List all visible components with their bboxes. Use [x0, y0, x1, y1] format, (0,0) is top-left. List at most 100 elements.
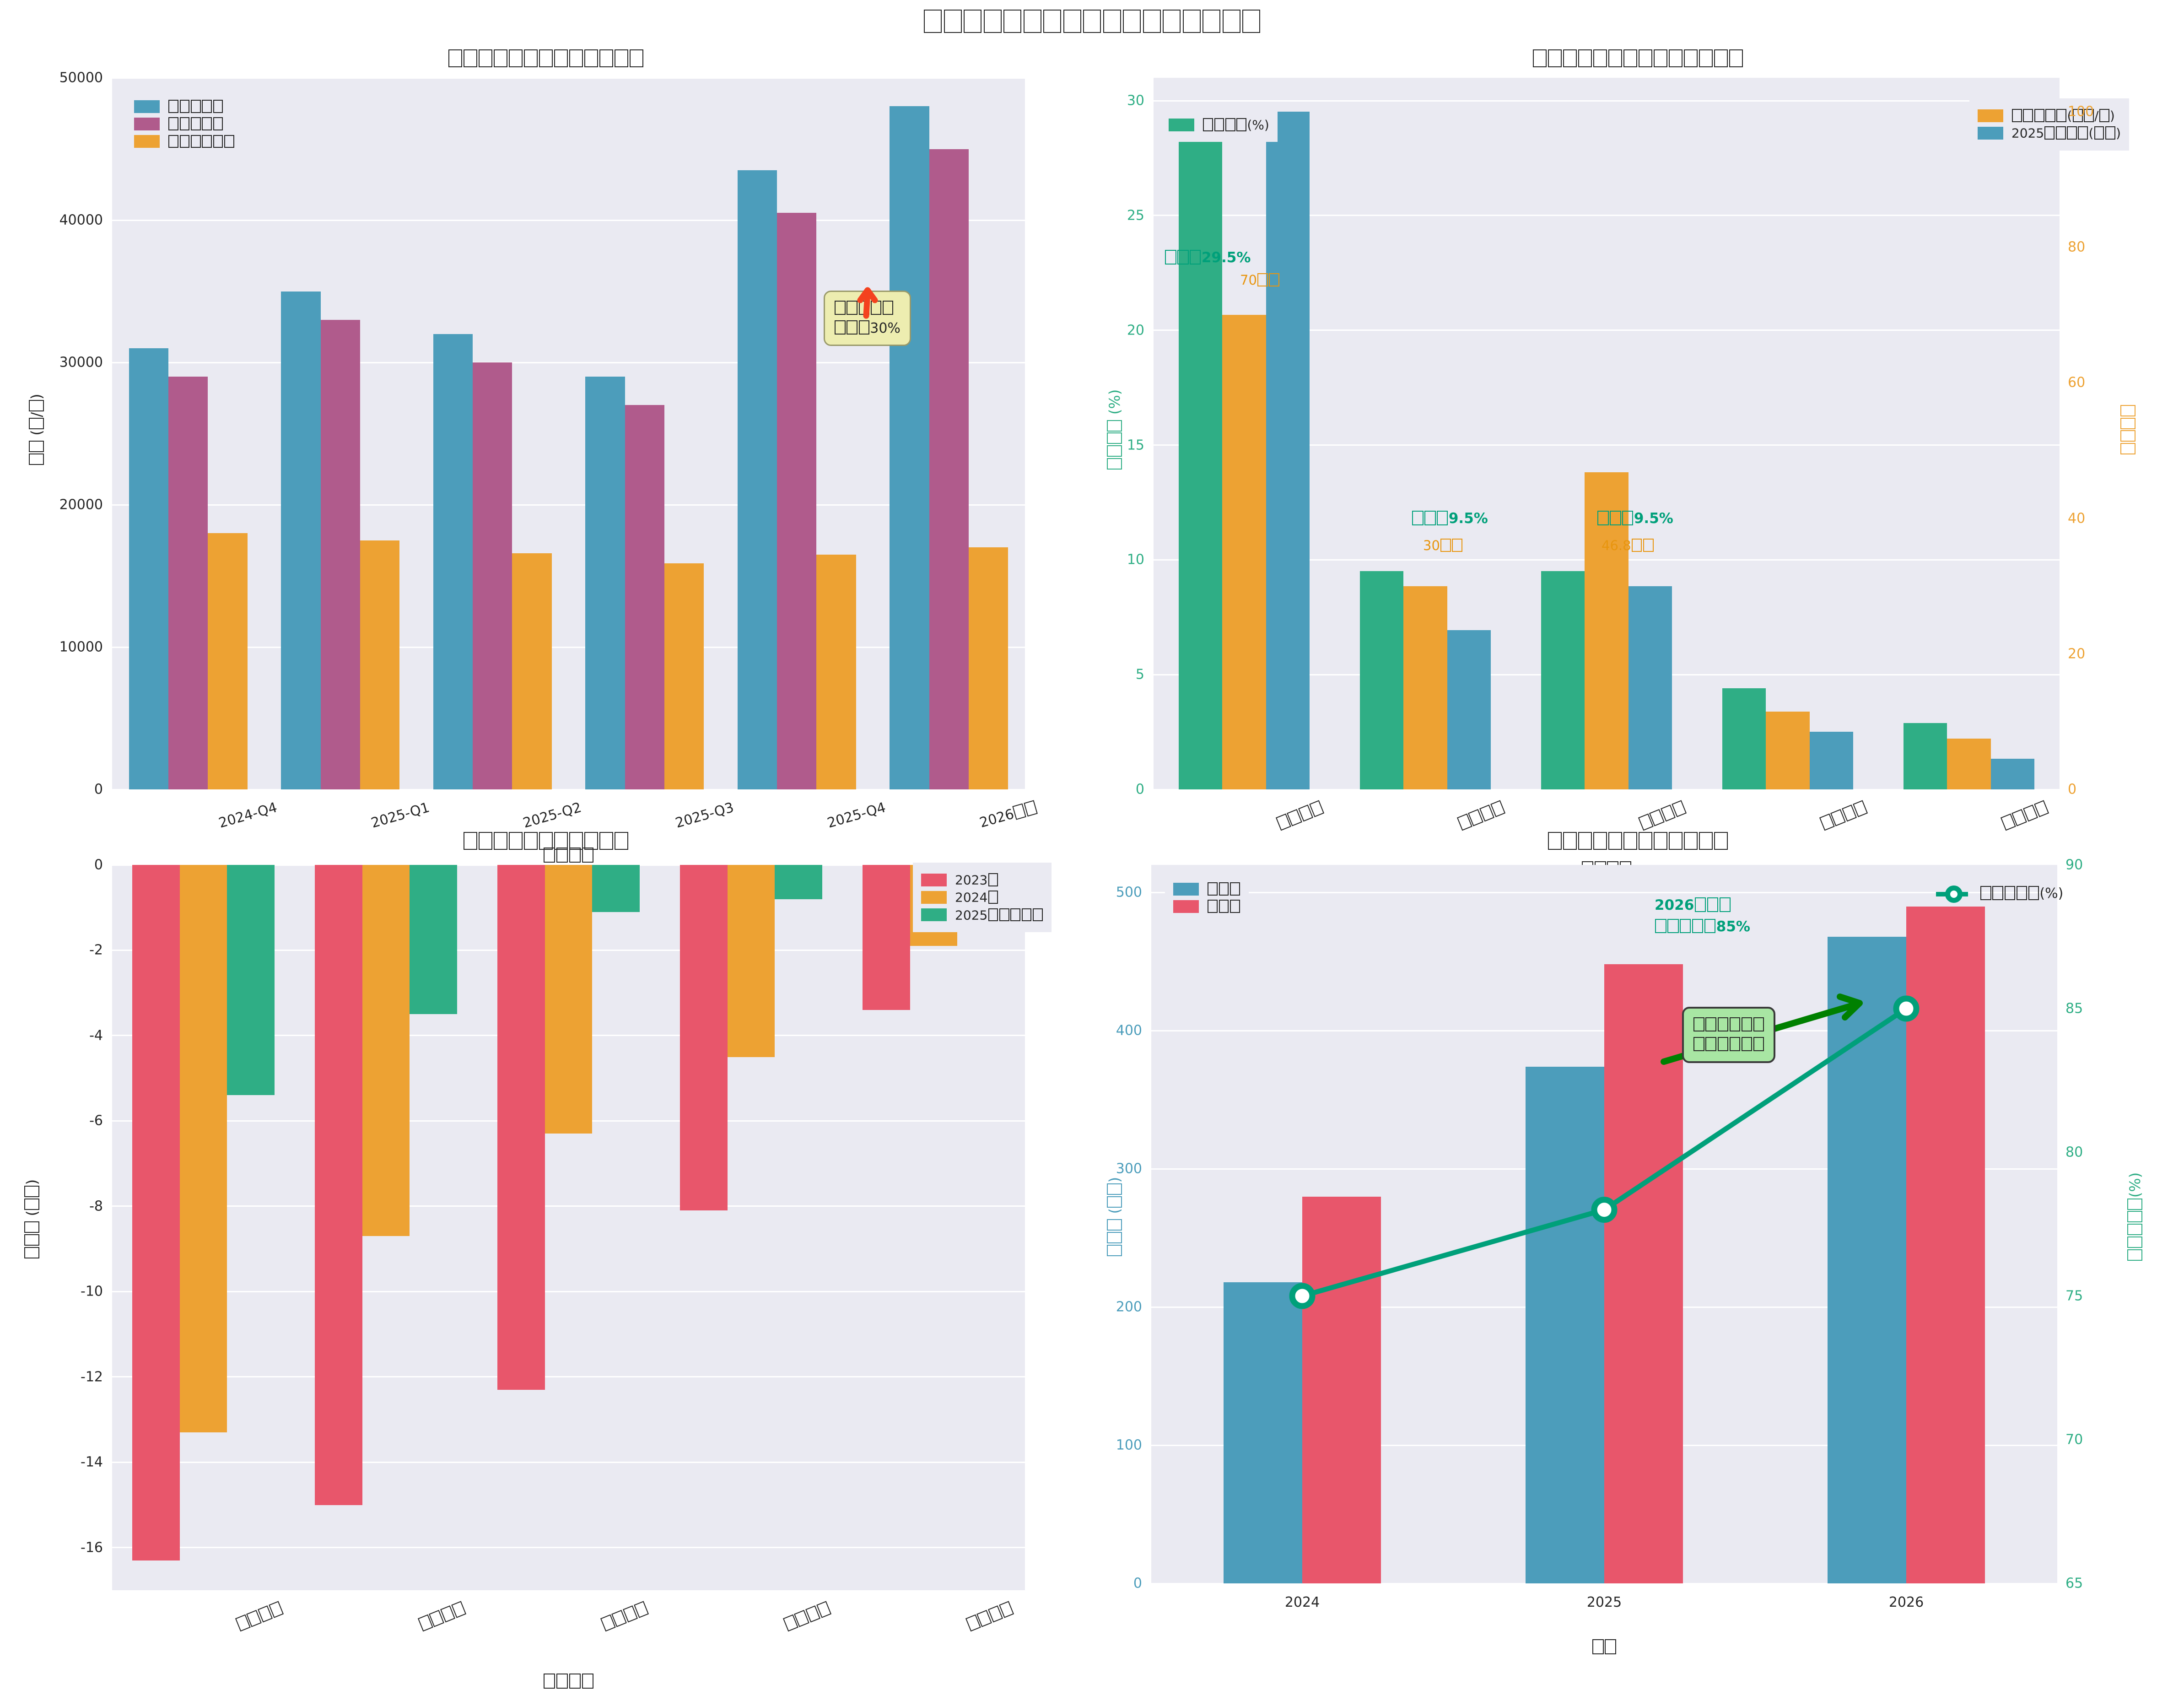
- legend-item[interactable]: [134, 117, 235, 131]
- annotation-line-2: 30%: [834, 319, 901, 339]
- axis-tick-label: 90: [2065, 857, 2083, 873]
- bar: [1526, 1066, 1604, 1583]
- bar: [1179, 114, 1223, 789]
- bar: [208, 533, 248, 789]
- panel4-callout-box: [1682, 1007, 1776, 1063]
- missing-glyph-box: [1684, 832, 1698, 850]
- legend-item[interactable]: 2025: [921, 908, 1043, 922]
- axis-tick-label: 2025: [1586, 1594, 1622, 1610]
- missing-glyph-box: [1694, 897, 1706, 912]
- legend-item[interactable]: 2024: [921, 891, 1043, 904]
- bar: [512, 553, 552, 789]
- missing-glyph-box: [1236, 118, 1247, 131]
- missing-glyph-box: [1437, 511, 1448, 525]
- panel3-xlabel: [112, 1673, 1025, 1690]
- missing-glyph-box: [1023, 800, 1038, 817]
- legend-item[interactable]: (%): [1169, 118, 1269, 131]
- missing-glyph-box: [539, 832, 553, 850]
- missing-glyph-box: [1741, 1017, 1753, 1031]
- gridline-horizontal: [1154, 100, 2060, 102]
- bar: [433, 334, 473, 789]
- missing-glyph-box: [882, 300, 894, 315]
- missing-glyph-box: [554, 49, 568, 67]
- missing-glyph-box: [202, 117, 212, 130]
- axis-tick-label: 20: [1127, 322, 1144, 339]
- bar: [775, 865, 823, 899]
- missing-glyph-box: [494, 49, 507, 67]
- legend-item[interactable]: (/): [1977, 109, 2121, 122]
- legend-item[interactable]: [134, 100, 235, 113]
- bar: [1222, 315, 1266, 789]
- line-legend-marker: [1936, 885, 1968, 903]
- missing-glyph-box: [1003, 9, 1021, 33]
- missing-glyph-box: [1704, 918, 1716, 934]
- missing-glyph-box: [615, 832, 628, 850]
- panel1-legend[interactable]: [126, 89, 243, 159]
- missing-glyph-box: [924, 9, 942, 33]
- callout-line-2: [1693, 1035, 1764, 1055]
- legend-item[interactable]: [134, 135, 235, 148]
- missing-glyph-box: [1623, 49, 1637, 67]
- bar: [890, 106, 929, 789]
- missing-glyph-box: [1257, 273, 1268, 287]
- missing-glyph-box: [1219, 900, 1229, 913]
- missing-glyph-box: [1440, 538, 1451, 552]
- legend-swatch: [1173, 882, 1199, 896]
- missing-glyph-box: [1107, 458, 1122, 470]
- legend-label: [168, 100, 224, 113]
- axis-tick-label: 20: [2068, 646, 2086, 662]
- missing-glyph-box: [964, 9, 981, 33]
- legend-item[interactable]: 2023: [921, 873, 1043, 886]
- missing-glyph-box: [1107, 1231, 1122, 1243]
- missing-glyph-box: [1107, 1196, 1122, 1208]
- panel4-line-legend[interactable]: (%): [1936, 885, 2063, 903]
- axis-tick-label: 400: [1116, 1022, 1142, 1039]
- legend-item[interactable]: [1173, 900, 1240, 913]
- panel2-plot-area: [1154, 78, 2060, 790]
- bar: [168, 377, 208, 789]
- missing-glyph-box: [582, 848, 593, 863]
- missing-glyph-box: [2127, 1211, 2142, 1223]
- axis-tick-label: -10: [81, 1283, 103, 1300]
- missing-glyph-box: [1182, 9, 1201, 33]
- missing-glyph-box: [190, 135, 201, 148]
- axis-tick-label: 40: [2068, 510, 2086, 527]
- bar: [727, 865, 775, 1057]
- missing-glyph-box: [1107, 420, 1122, 432]
- missing-glyph-box: [847, 320, 857, 335]
- bar: [227, 865, 275, 1096]
- bar: [473, 362, 512, 789]
- missing-glyph-box: [29, 400, 44, 412]
- legend-swatch: [134, 100, 160, 113]
- gridline-horizontal: [112, 1461, 1025, 1463]
- axis-tick-label: 70: [2065, 1431, 2083, 1448]
- missing-glyph-box: [2034, 109, 2044, 122]
- axis-tick-label: [965, 1600, 1015, 1633]
- legend-item[interactable]: [1173, 882, 1240, 896]
- panel3-legend[interactable]: 2023 2024 2025: [913, 863, 1052, 933]
- data-annotation: 70: [1240, 272, 1280, 288]
- legend-swatch: [1173, 900, 1199, 913]
- axis-tick-label: [417, 1600, 467, 1633]
- bar: [1906, 906, 1985, 1583]
- bar: [1766, 711, 1810, 789]
- missing-glyph-box: [1023, 9, 1041, 33]
- axis-tick-label: 20000: [59, 497, 103, 513]
- bar: [1990, 759, 2034, 789]
- missing-glyph-box: [1707, 897, 1718, 912]
- panel4-legend[interactable]: [1165, 872, 1249, 924]
- panel2-legend-right[interactable]: (/) 2025(): [1969, 98, 2129, 151]
- axis-tick-label: 300: [1116, 1161, 1142, 1177]
- missing-glyph-box: [224, 135, 234, 148]
- bar: [281, 291, 321, 789]
- axis-tick-label: 75: [2065, 1288, 2083, 1304]
- missing-glyph-box: [1083, 9, 1101, 33]
- legend-item[interactable]: 2025(): [1977, 126, 2121, 140]
- panel2-legend-left[interactable]: (%): [1160, 108, 1278, 142]
- missing-glyph-box: [1107, 1244, 1122, 1256]
- axis-tick-label: 30000: [59, 354, 103, 371]
- missing-glyph-box: [599, 49, 613, 67]
- missing-glyph-box: [569, 848, 581, 863]
- bar: [862, 865, 910, 1010]
- gridline-horizontal: [1151, 1582, 2057, 1584]
